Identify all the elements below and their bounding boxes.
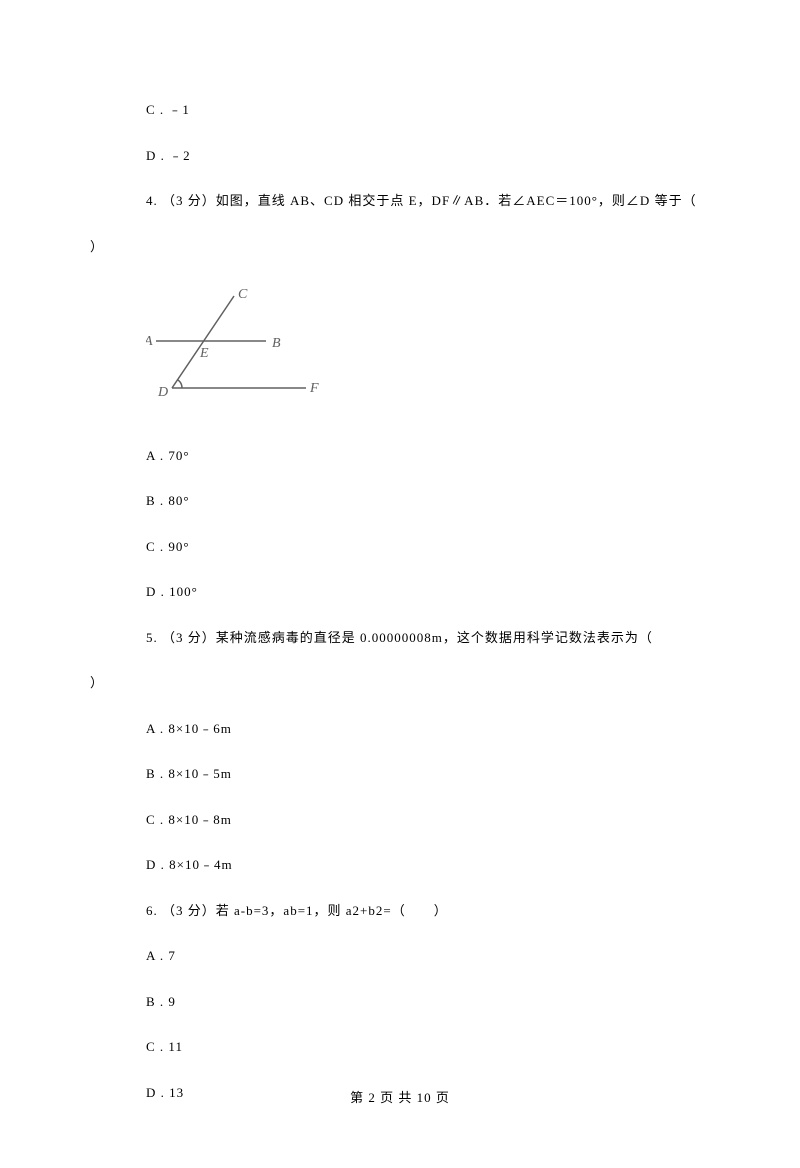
- svg-text:D: D: [157, 385, 168, 400]
- q4-diagram: A B C D E F: [146, 286, 326, 416]
- q5-stem-line1: 5. （3 分）某种流感病毒的直径是 0.00000008m，这个数据用科学记数…: [90, 628, 710, 648]
- q4-option-a: A . 70°: [90, 446, 710, 466]
- svg-text:A: A: [146, 334, 153, 349]
- q5-option-b: B . 8×10﹣5m: [90, 764, 710, 784]
- svg-text:C: C: [238, 287, 248, 302]
- page-footer: 第 2 页 共 10 页: [0, 1087, 800, 1106]
- q6-option-b: B . 9: [90, 992, 710, 1012]
- q5-option-d: D . 8×10﹣4m: [90, 855, 710, 875]
- q6-stem: 6. （3 分）若 a-b=3，ab=1，则 a2+b2=（ ）: [90, 901, 710, 921]
- q5-stem-line2: ）: [90, 673, 710, 693]
- q-prev-option-c: C . ﹣1: [90, 100, 710, 120]
- q6-option-a: A . 7: [90, 946, 710, 966]
- svg-text:B: B: [272, 336, 281, 351]
- q5-option-a: A . 8×10﹣6m: [90, 719, 710, 739]
- q4-option-b: B . 80°: [90, 491, 710, 511]
- page-content: C . ﹣1 D . ﹣2 4. （3 分）如图，直线 AB、CD 相交于点 E…: [0, 0, 800, 1168]
- q4-option-d: D . 100°: [90, 582, 710, 602]
- svg-text:E: E: [199, 346, 209, 361]
- q4-option-c: C . 90°: [90, 537, 710, 557]
- q-prev-option-d: D . ﹣2: [90, 146, 710, 166]
- q5-option-c: C . 8×10﹣8m: [90, 810, 710, 830]
- q4-stem-line1: 4. （3 分）如图，直线 AB、CD 相交于点 E，DF∥AB．若∠AEC＝1…: [90, 191, 710, 211]
- svg-text:F: F: [309, 381, 319, 396]
- q6-option-c: C . 11: [90, 1037, 710, 1057]
- q4-stem-line2: ）: [90, 237, 710, 257]
